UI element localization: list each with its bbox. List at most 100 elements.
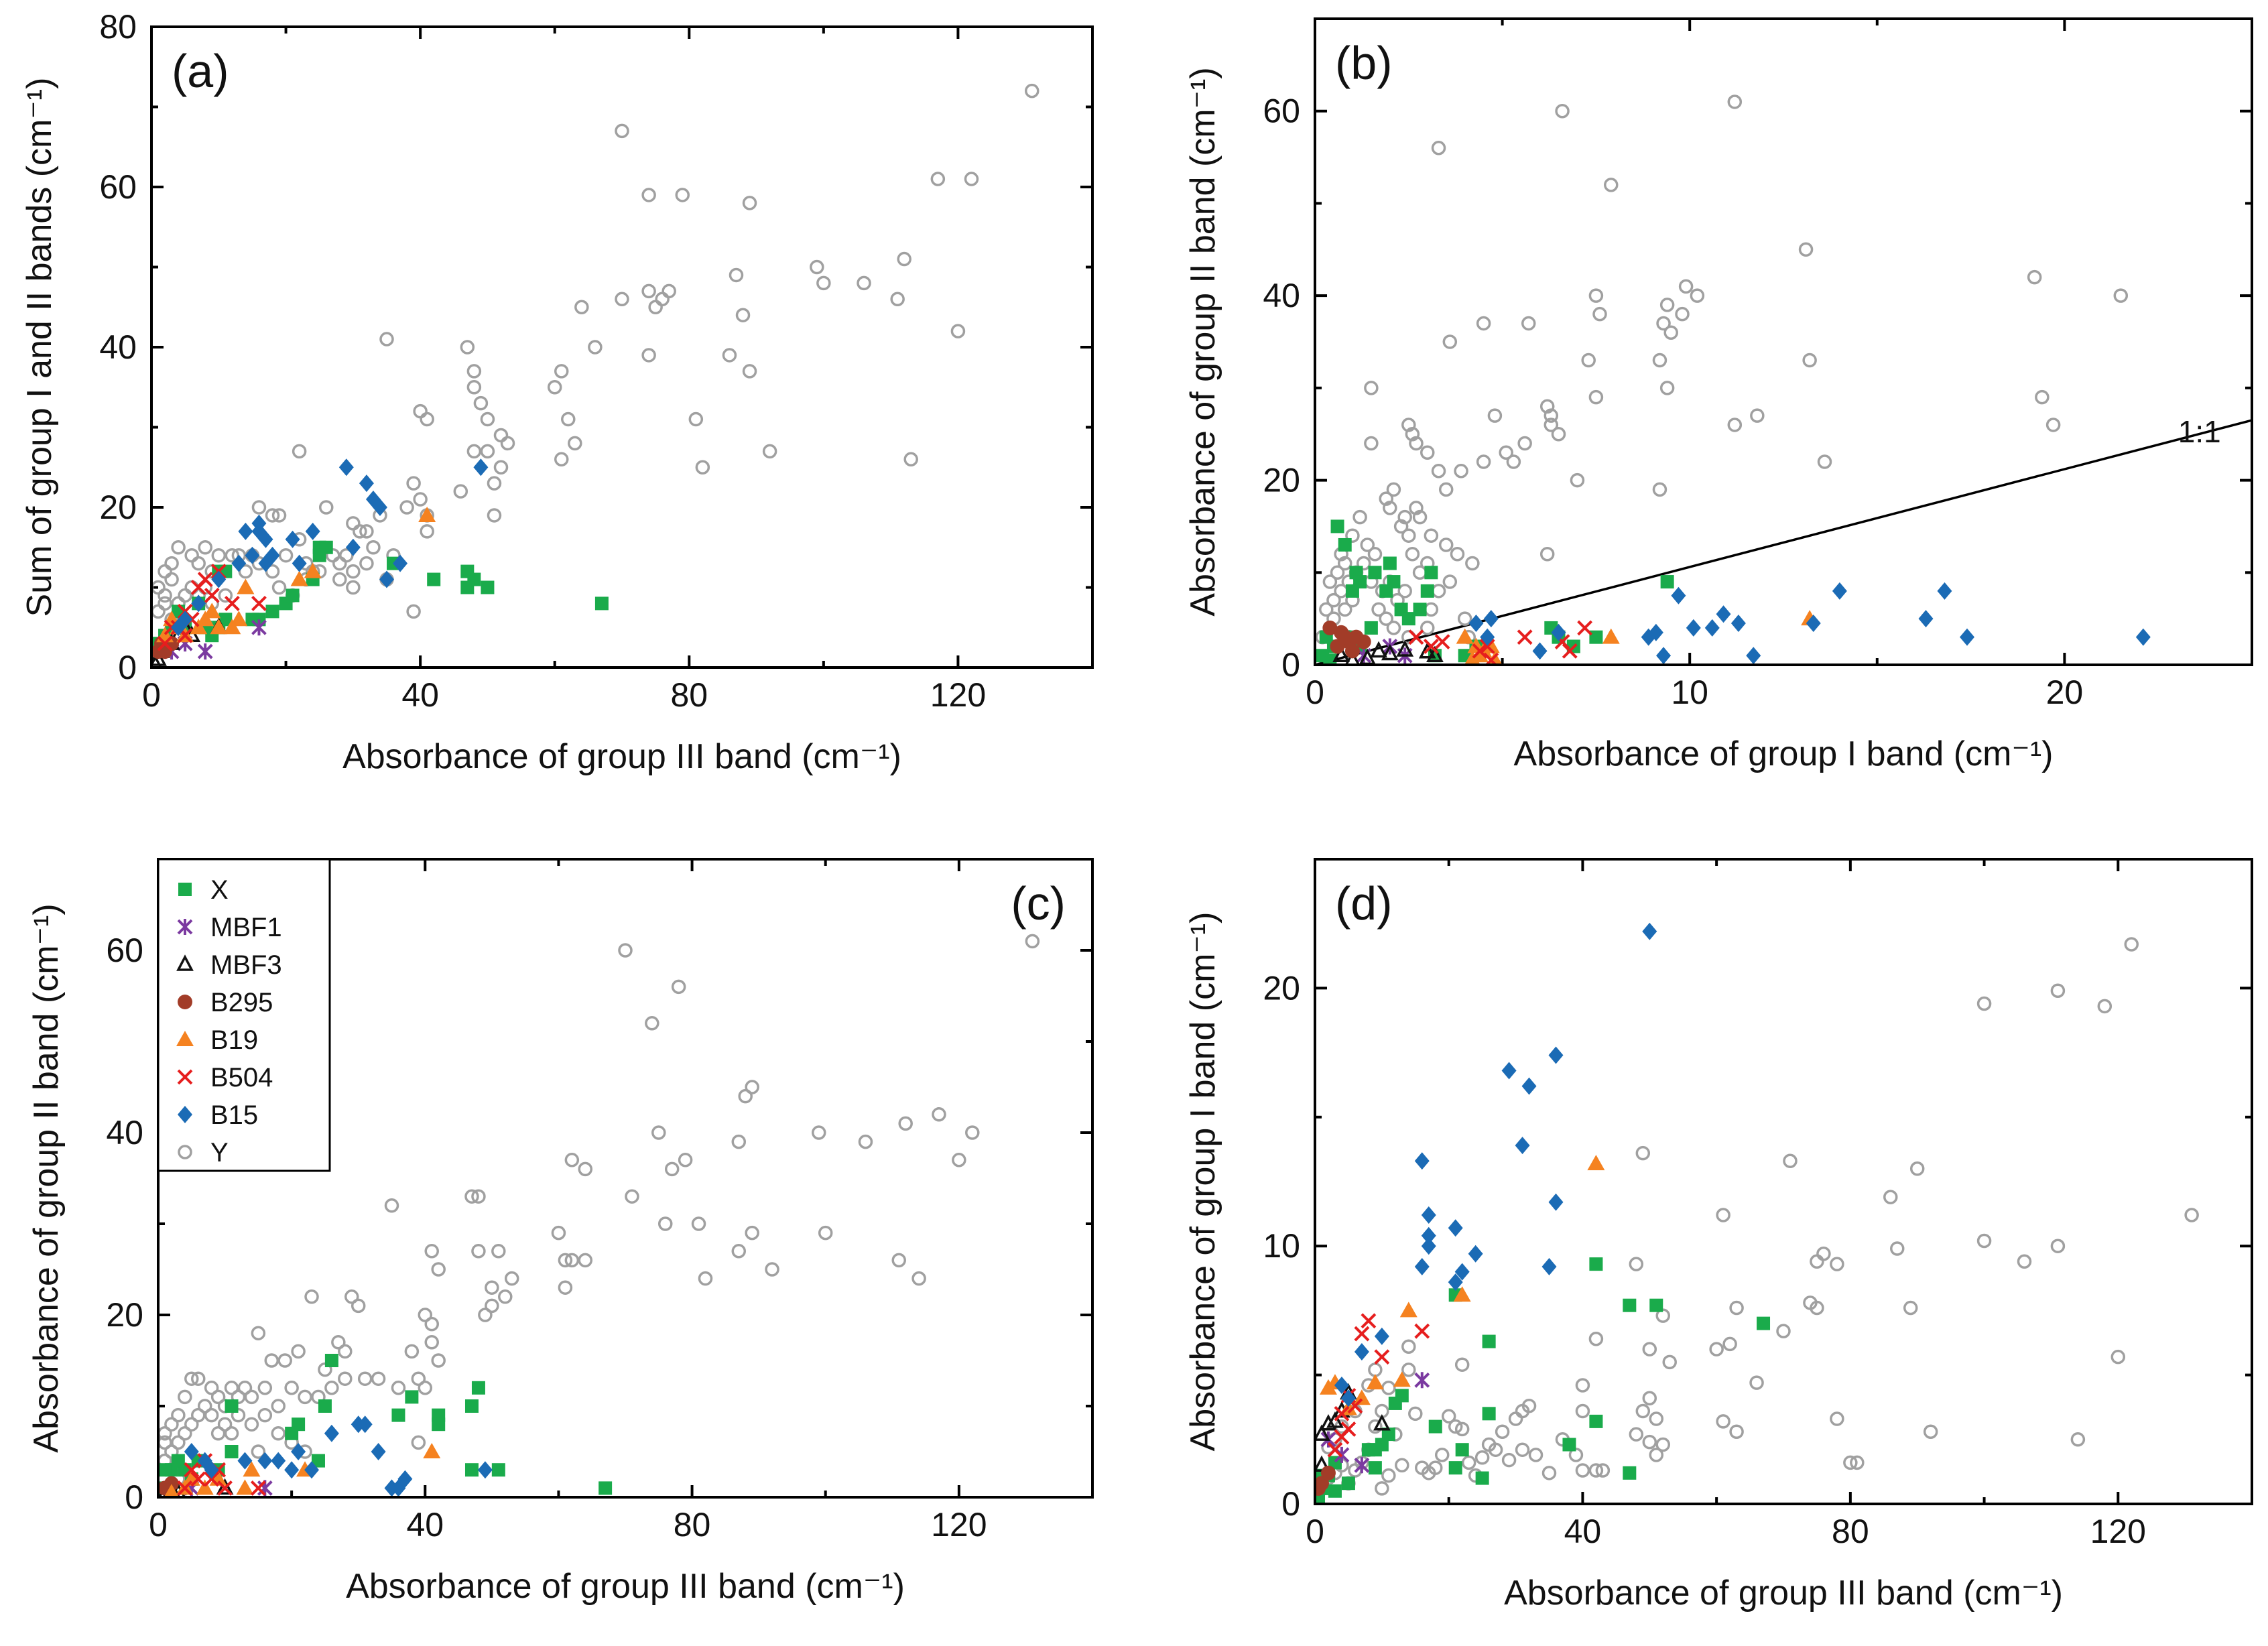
data-point-y bbox=[359, 524, 374, 539]
data-point-b19 bbox=[230, 611, 248, 627]
y-tick-label: 40 bbox=[106, 1114, 143, 1151]
data-point-y bbox=[1749, 1375, 1764, 1390]
data-point-mbf3 bbox=[1370, 641, 1387, 658]
data-point-y bbox=[1465, 556, 1480, 571]
data-point-y bbox=[858, 1134, 873, 1149]
data-point-y bbox=[547, 380, 562, 395]
data-point-y bbox=[930, 172, 946, 186]
y-tick-label: 20 bbox=[99, 489, 137, 526]
data-point-y bbox=[564, 1153, 580, 1167]
data-point-y bbox=[379, 332, 394, 346]
data-point-x bbox=[1589, 630, 1603, 644]
data-point-b15 bbox=[285, 530, 300, 548]
data-point-y bbox=[1424, 602, 1439, 617]
data-point-y bbox=[675, 188, 690, 202]
data-point-y bbox=[1401, 1363, 1416, 1377]
data-point-y bbox=[1319, 602, 1334, 617]
data-point-y bbox=[277, 1353, 292, 1368]
x-tick-label: 10 bbox=[1671, 674, 1708, 711]
data-point-x bbox=[427, 572, 441, 586]
data-point-y bbox=[420, 524, 434, 539]
data-point-y bbox=[1570, 472, 1585, 488]
data-point-y bbox=[1431, 584, 1446, 598]
data-point-b15 bbox=[197, 1452, 212, 1470]
data-point-y bbox=[745, 1080, 759, 1094]
data-point-b504 bbox=[224, 595, 240, 611]
data-point-y bbox=[225, 548, 240, 563]
data-point-b15 bbox=[171, 619, 186, 637]
data-point-y bbox=[698, 1271, 713, 1286]
y-tick-label: 20 bbox=[1263, 969, 1300, 1007]
data-point-y bbox=[353, 524, 367, 539]
data-point-y bbox=[164, 572, 179, 587]
data-point-y bbox=[568, 436, 582, 451]
y-axis-label: Absorbance of group II band (cm⁻¹) bbox=[1184, 67, 1222, 616]
data-point-b19 bbox=[1319, 1379, 1337, 1395]
data-point-y bbox=[2027, 269, 2042, 285]
data-point-x bbox=[1330, 519, 1344, 533]
data-point-y bbox=[1025, 934, 1040, 949]
data-point-y bbox=[1541, 1466, 1557, 1480]
data-point-y bbox=[1326, 592, 1341, 608]
data-point-y bbox=[932, 1107, 946, 1122]
data-point-x bbox=[312, 548, 326, 562]
data-point-mbf1 bbox=[1414, 1372, 1430, 1389]
data-point-y bbox=[664, 1161, 680, 1177]
data-point-y bbox=[1476, 316, 1491, 331]
data-point-y bbox=[178, 1426, 192, 1441]
data-point-y bbox=[1816, 1246, 1831, 1261]
data-point-y bbox=[1352, 509, 1367, 525]
data-point-mbf3 bbox=[1320, 1413, 1337, 1431]
data-point-y bbox=[891, 1253, 906, 1268]
data-point-x bbox=[1428, 1419, 1442, 1434]
data-point-b19 bbox=[196, 611, 214, 627]
data-point-y bbox=[1722, 1336, 1737, 1352]
data-point-y bbox=[257, 1407, 273, 1423]
data-point-y bbox=[678, 1153, 693, 1167]
data-point-y bbox=[1642, 1434, 1657, 1450]
data-point-b15 bbox=[1421, 1206, 1436, 1224]
data-point-y bbox=[184, 1417, 199, 1432]
legend-marker-y bbox=[178, 1145, 192, 1159]
legend-label-mbf1: MBF1 bbox=[210, 913, 282, 942]
panel-label: (a) bbox=[172, 45, 229, 97]
y-tick-label: 80 bbox=[99, 8, 137, 46]
data-point-y bbox=[1635, 1145, 1651, 1161]
data-point-x bbox=[318, 1399, 332, 1413]
x-tick-label: 20 bbox=[2046, 674, 2084, 711]
data-point-y bbox=[1592, 306, 1607, 322]
data-point-y bbox=[344, 1289, 359, 1304]
data-point-mbf3 bbox=[1315, 1424, 1330, 1441]
data-point-y bbox=[1401, 1339, 1416, 1354]
data-point-b504 bbox=[1334, 1429, 1350, 1445]
data-point-b504 bbox=[1408, 629, 1424, 645]
data-point-y bbox=[1454, 1357, 1470, 1372]
data-point-b19 bbox=[1399, 1302, 1418, 1318]
data-point-b504 bbox=[1434, 634, 1450, 649]
y-tick-label: 60 bbox=[1263, 92, 1300, 130]
data-point-y bbox=[554, 364, 569, 379]
data-point-y bbox=[2124, 937, 2139, 952]
data-point-b15 bbox=[1541, 1257, 1557, 1275]
data-point-y bbox=[1976, 996, 1992, 1011]
data-point-b15 bbox=[1468, 615, 1484, 633]
data-point-y bbox=[190, 1407, 206, 1423]
data-point-x bbox=[1388, 1396, 1402, 1410]
data-point-y bbox=[1487, 408, 1503, 423]
x-tick-label: 40 bbox=[406, 1506, 444, 1543]
data-point-b19 bbox=[1464, 650, 1480, 665]
data-point-y bbox=[264, 1353, 279, 1368]
data-point-b504 bbox=[204, 588, 220, 603]
data-point-b15 bbox=[1483, 610, 1499, 628]
data-point-y bbox=[1431, 464, 1446, 479]
data-point-x bbox=[1589, 1257, 1603, 1271]
series-y bbox=[151, 83, 1040, 627]
data-point-b15 bbox=[1421, 1237, 1436, 1255]
data-point-x bbox=[1368, 1461, 1382, 1475]
data-point-y bbox=[1420, 621, 1435, 635]
data-point-y bbox=[1364, 381, 1379, 395]
data-point-b15 bbox=[1374, 1327, 1389, 1345]
data-point-y bbox=[745, 1225, 759, 1241]
data-point-y bbox=[1379, 611, 1393, 626]
